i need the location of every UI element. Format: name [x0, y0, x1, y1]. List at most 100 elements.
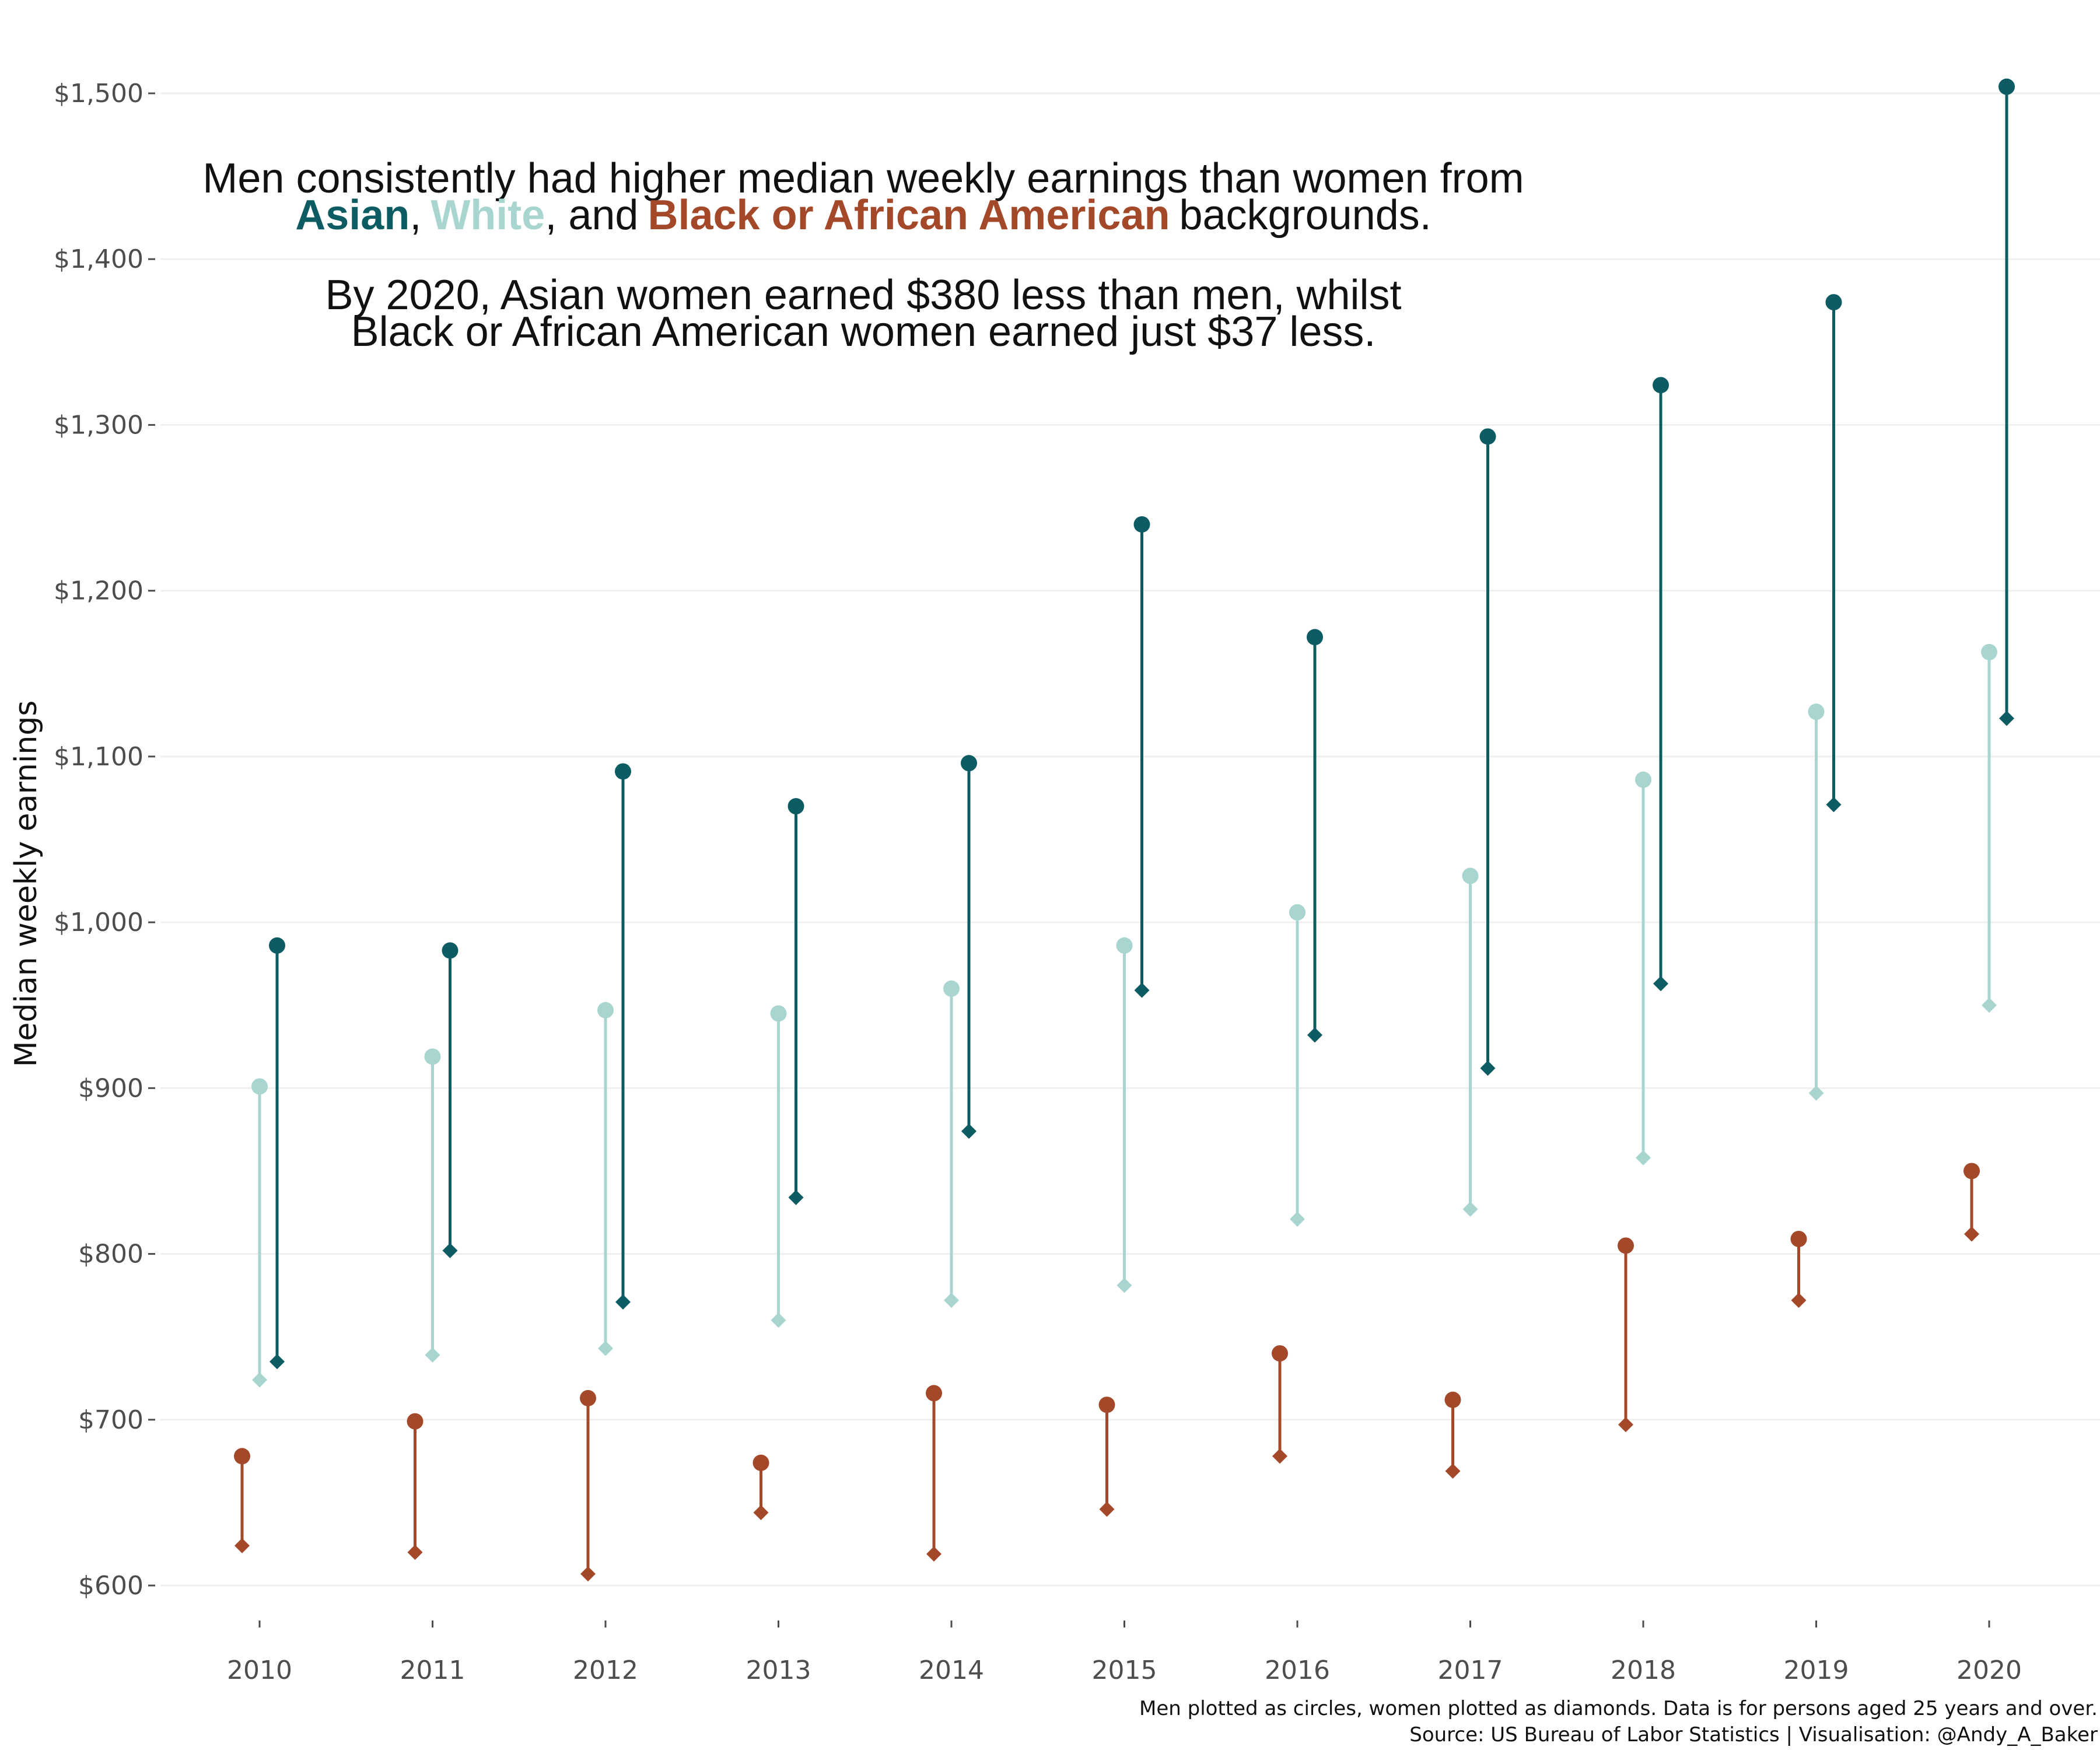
- grid-lines: [160, 92, 2100, 1587]
- black-men-point-2012: [580, 1390, 596, 1406]
- black-women-point-2015: [1099, 1502, 1115, 1517]
- white-women-point-2015: [1116, 1278, 1132, 1293]
- annotation-backgrounds: backgrounds.: [1179, 192, 1431, 239]
- black-women-point-2013: [753, 1504, 769, 1520]
- black-women-point-2020: [1964, 1226, 1979, 1242]
- asian-men-point-2020: [1999, 78, 2015, 95]
- x-tick-label-2010: 2010: [227, 1656, 292, 1685]
- asian-women-point-2017: [1480, 1060, 1496, 1076]
- asian-men-point-2019: [1825, 294, 1842, 311]
- white-men-point-2010: [251, 1078, 268, 1095]
- white-women-point-2014: [944, 1293, 959, 1308]
- x-tick-label-2013: 2013: [746, 1656, 811, 1685]
- black-women-point-2011: [407, 1545, 423, 1560]
- annotation-and: , and: [545, 192, 638, 239]
- white-men-point-2014: [943, 980, 960, 997]
- black-women-point-2014: [926, 1546, 942, 1562]
- caption-line-2: Source: US Bureau of Labor Statistics | …: [1409, 1723, 2098, 1746]
- white-men-point-2017: [1462, 867, 1479, 884]
- y-tick-label-700: $700: [78, 1405, 144, 1435]
- black-women-point-2017: [1445, 1463, 1461, 1479]
- chart-marks: [234, 78, 2015, 1582]
- caption: Men plotted as circles, women plotted as…: [1139, 1697, 2098, 1746]
- y-axis-ticks: $600 $700 $800 $900 $1,000 $1,100 $1,200 $1,300…: [54, 79, 155, 1601]
- asian-men-point-2018: [1653, 377, 1669, 394]
- asian-men-point-2015: [1133, 516, 1150, 533]
- x-tick-label-2017: 2017: [1438, 1656, 1503, 1685]
- black-men-point-2015: [1098, 1396, 1115, 1413]
- y-tick-label-1500: $1,500: [54, 79, 144, 108]
- asian-women-point-2012: [615, 1294, 631, 1310]
- white-women-point-2019: [1808, 1085, 1824, 1101]
- white-women-point-2013: [771, 1312, 786, 1328]
- x-tick-label-2016: 2016: [1265, 1656, 1330, 1685]
- asian-men-point-2010: [269, 937, 285, 954]
- black-men-point-2013: [752, 1454, 769, 1471]
- white-men-point-2018: [1635, 771, 1651, 788]
- white-women-point-2010: [252, 1372, 267, 1388]
- white-men-point-2016: [1289, 904, 1306, 921]
- black-men-point-2017: [1444, 1391, 1461, 1408]
- white-men-point-2012: [597, 1002, 614, 1019]
- black-men-point-2010: [234, 1448, 250, 1465]
- asian-label: Asian: [295, 192, 410, 239]
- y-tick-label-1100: $1,100: [54, 742, 144, 772]
- black-women-point-2018: [1618, 1417, 1633, 1433]
- asian-women-point-2013: [788, 1189, 804, 1205]
- y-tick-label-600: $600: [78, 1571, 144, 1601]
- annotation-line-4: Black or African American women earned j…: [351, 309, 1376, 355]
- y-tick-label-1400: $1,400: [54, 244, 144, 274]
- y-tick-label-900: $900: [78, 1073, 144, 1103]
- asian-men-point-2017: [1479, 428, 1496, 445]
- asian-women-point-2016: [1307, 1027, 1322, 1043]
- x-tick-label-2012: 2012: [573, 1656, 638, 1685]
- black-men-point-2016: [1272, 1345, 1288, 1362]
- x-tick-label-2011: 2011: [400, 1656, 466, 1685]
- asian-men-point-2013: [788, 798, 804, 815]
- asian-women-point-2018: [1653, 976, 1668, 992]
- asian-women-point-2019: [1826, 797, 1842, 813]
- asian-women-point-2020: [1999, 710, 2014, 726]
- black-label: Black or African American: [648, 192, 1170, 239]
- black-men-point-2020: [1964, 1163, 1980, 1180]
- asian-men-point-2012: [615, 763, 631, 780]
- white-men-point-2011: [424, 1048, 441, 1065]
- x-tick-label-2015: 2015: [1092, 1656, 1157, 1685]
- white-women-point-2016: [1290, 1211, 1305, 1227]
- white-women-point-2011: [425, 1347, 440, 1363]
- black-men-point-2014: [926, 1385, 942, 1402]
- black-women-point-2019: [1791, 1293, 1807, 1308]
- annotation-comma: ,: [410, 192, 421, 239]
- white-women-point-2012: [598, 1340, 613, 1356]
- asian-women-point-2011: [442, 1242, 458, 1258]
- asian-women-point-2015: [1134, 982, 1150, 998]
- x-axis-ticks: 2010 2011 2012 2013 2014 2015 2016 2017 2018 2019…: [227, 1620, 2022, 1685]
- x-tick-label-2018: 2018: [1611, 1656, 1676, 1685]
- annotation-line-2: Asian, White, and Black or African America…: [295, 192, 1432, 239]
- white-men-point-2020: [1981, 643, 1997, 660]
- y-tick-label-1300: $1,300: [54, 410, 144, 440]
- x-tick-label-2014: 2014: [919, 1656, 984, 1685]
- asian-men-point-2014: [961, 755, 977, 772]
- white-men-point-2019: [1808, 704, 1825, 720]
- x-tick-label-2019: 2019: [1784, 1656, 1849, 1685]
- asian-men-point-2011: [442, 942, 459, 959]
- white-label: White: [430, 192, 545, 239]
- y-tick-label-1000: $1,000: [54, 908, 144, 937]
- x-tick-label-2020: 2020: [1957, 1656, 2022, 1685]
- asian-women-point-2010: [270, 1354, 285, 1370]
- caption-line-1: Men plotted as circles, women plotted as…: [1139, 1697, 2098, 1720]
- black-women-point-2010: [235, 1538, 250, 1553]
- white-women-point-2018: [1636, 1150, 1651, 1166]
- annotation-block: Men consistently had higher median weekl…: [202, 155, 1524, 355]
- white-women-point-2020: [1982, 998, 1997, 1013]
- y-tick-label-1200: $1,200: [54, 576, 144, 606]
- white-men-point-2013: [770, 1005, 787, 1022]
- annotation-line-3: By 2020, Asian women earned $380 less th…: [325, 272, 1401, 318]
- white-women-point-2017: [1462, 1201, 1478, 1217]
- y-axis-title: Median weekly earnings: [9, 701, 44, 1068]
- asian-men-point-2016: [1307, 629, 1323, 646]
- black-men-point-2011: [407, 1413, 424, 1430]
- asian-women-point-2014: [961, 1124, 977, 1139]
